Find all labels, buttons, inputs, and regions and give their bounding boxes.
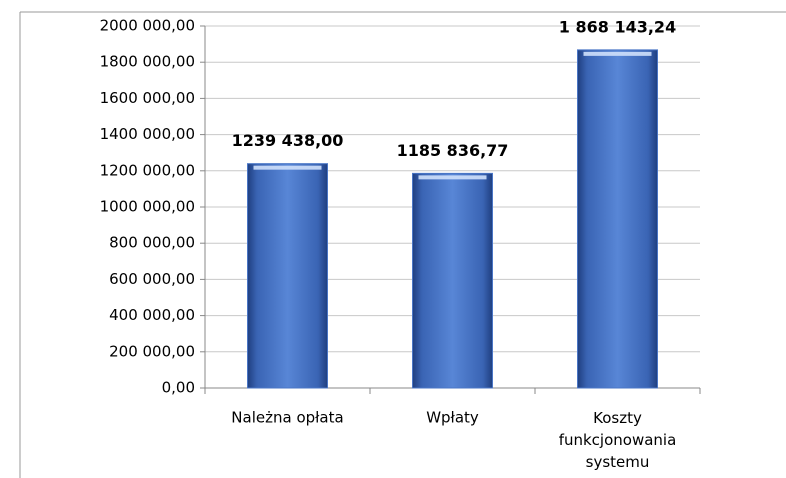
y-tick-label: 400 000,00: [109, 306, 195, 324]
y-tick-label: 1800 000,00: [100, 53, 195, 71]
x-tick-label: Koszty funkcjonowania systemu: [559, 409, 677, 471]
value-label: 1239 438,00: [232, 131, 344, 150]
y-tick-label: 800 000,00: [109, 234, 195, 252]
bar-highlight: [253, 165, 322, 170]
value-label: 1 868 143,24: [559, 17, 676, 36]
y-tick-label: 2000 000,00: [100, 17, 195, 35]
y-tick-label: 1600 000,00: [100, 89, 195, 107]
bar: [247, 163, 328, 389]
y-tick-label: 600 000,00: [109, 270, 195, 288]
bar-highlight: [583, 51, 652, 56]
bar: [412, 172, 493, 389]
x-tick-label: Wpłaty: [426, 409, 479, 427]
bar: [577, 49, 658, 389]
bar-highlight: [418, 175, 487, 180]
x-tick-label: Należna opłata: [231, 409, 343, 427]
y-tick-label: 1400 000,00: [100, 125, 195, 143]
y-tick-label: 200 000,00: [109, 342, 195, 360]
y-tick-label: 1000 000,00: [100, 198, 195, 216]
y-tick-label: 0,00: [162, 379, 195, 397]
y-tick-label: 1200 000,00: [100, 161, 195, 179]
value-label: 1185 836,77: [397, 141, 509, 160]
